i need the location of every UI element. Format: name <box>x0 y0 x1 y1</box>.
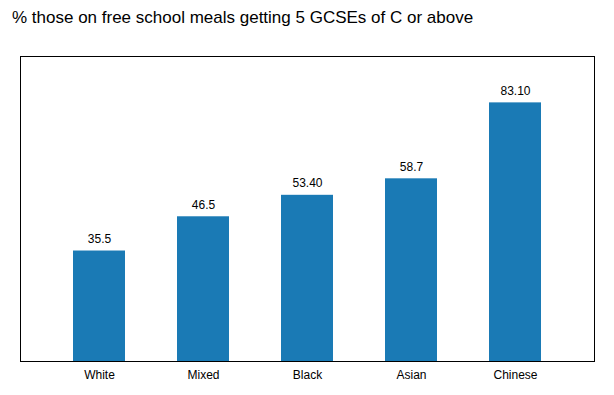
svg-text:Black: Black <box>293 368 323 382</box>
svg-text:Mixed: Mixed <box>187 368 219 382</box>
svg-text:Chinese: Chinese <box>493 368 537 382</box>
svg-text:53.40: 53.40 <box>292 176 322 190</box>
svg-text:White: White <box>84 368 115 382</box>
svg-text:35.5: 35.5 <box>88 232 112 246</box>
svg-text:83.10: 83.10 <box>500 84 530 98</box>
html-text:% those on free school meals g: % those on free school meals getting 5 G… <box>12 8 474 27</box>
svg-text:58.7: 58.7 <box>400 160 424 174</box>
svg-text:46.5: 46.5 <box>192 198 216 212</box>
svg-text:Asian: Asian <box>396 368 426 382</box>
